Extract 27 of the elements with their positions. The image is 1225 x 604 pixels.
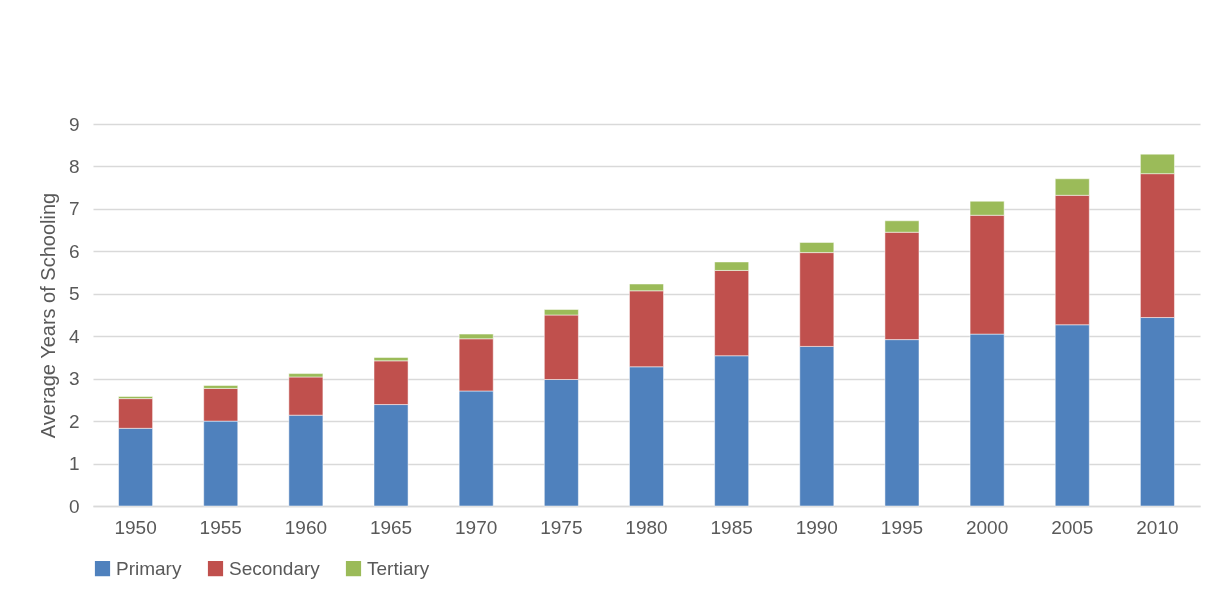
y-tick-label: 7 bbox=[68, 198, 80, 220]
y-tick-label: 4 bbox=[68, 325, 80, 347]
y-tick-label: 5 bbox=[68, 283, 80, 305]
y-tick-label: 8 bbox=[68, 155, 80, 177]
x-tick-label: 1990 bbox=[795, 516, 838, 538]
x-tick-label: 2010 bbox=[1136, 516, 1179, 538]
legend-label: Secondary bbox=[229, 557, 321, 579]
x-tick-label: 1970 bbox=[455, 516, 498, 538]
x-tick-label: 1960 bbox=[284, 516, 328, 538]
x-tick-label: 2005 bbox=[1051, 516, 1094, 538]
y-tick-label: 3 bbox=[68, 368, 80, 390]
y-tick-label: 0 bbox=[68, 495, 80, 517]
x-tick-label: 1950 bbox=[114, 516, 157, 538]
x-tick-label: 1985 bbox=[710, 516, 753, 538]
x-tick-label: 1955 bbox=[199, 516, 242, 538]
y-tick-label: 6 bbox=[68, 240, 80, 262]
y-tick-label: 2 bbox=[68, 410, 80, 432]
x-tick-label: 1965 bbox=[369, 516, 413, 538]
x-tick-label: 2000 bbox=[965, 516, 1009, 538]
x-tick-label: 1980 bbox=[625, 516, 668, 538]
y-tick-label: 9 bbox=[68, 113, 80, 135]
legend-label: Tertiary bbox=[367, 557, 430, 579]
x-tick-label: 1975 bbox=[540, 516, 583, 538]
x-tick-label: 1995 bbox=[880, 516, 924, 538]
y-tick-label: 1 bbox=[68, 453, 80, 475]
legend-label: Primary bbox=[116, 557, 182, 579]
y-axis-title: Average Years of Schooling bbox=[36, 192, 59, 439]
